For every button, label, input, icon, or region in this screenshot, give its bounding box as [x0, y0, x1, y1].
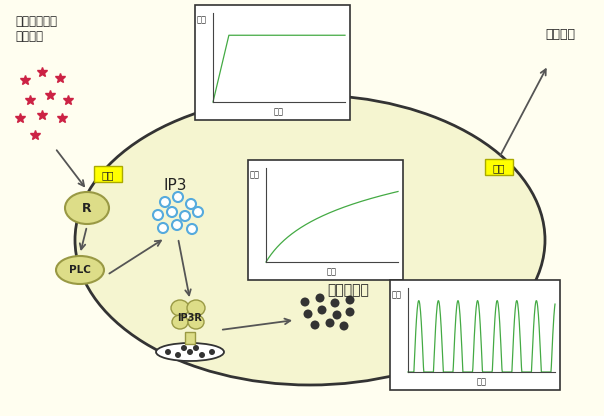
Text: 入力: 入力: [101, 170, 114, 180]
Text: 濃度: 濃度: [392, 290, 402, 299]
Text: 時間: 時間: [274, 107, 284, 116]
Circle shape: [186, 199, 196, 209]
Circle shape: [160, 197, 170, 207]
Circle shape: [175, 352, 181, 358]
Text: IP3: IP3: [163, 178, 187, 193]
Circle shape: [330, 299, 339, 307]
Circle shape: [153, 210, 163, 220]
Ellipse shape: [172, 315, 188, 329]
Circle shape: [172, 220, 182, 230]
Circle shape: [345, 307, 355, 317]
Ellipse shape: [75, 95, 545, 385]
Circle shape: [187, 224, 197, 234]
Bar: [195, 5, 350, 120]
Circle shape: [310, 320, 320, 329]
Text: IP3R: IP3R: [178, 313, 202, 323]
Ellipse shape: [188, 315, 204, 329]
Circle shape: [173, 192, 183, 202]
Ellipse shape: [156, 343, 224, 361]
Text: 濃度: 濃度: [250, 170, 260, 179]
Bar: [185, 332, 195, 344]
Text: 時間: 時間: [477, 377, 486, 386]
Circle shape: [193, 345, 199, 351]
Text: ホルモン等の
刺激物質: ホルモン等の 刺激物質: [15, 15, 57, 43]
Bar: [248, 160, 403, 280]
Circle shape: [181, 345, 187, 351]
Ellipse shape: [171, 300, 189, 316]
Circle shape: [165, 349, 171, 355]
Circle shape: [315, 294, 324, 302]
Circle shape: [332, 310, 341, 319]
Circle shape: [167, 207, 177, 217]
Ellipse shape: [65, 192, 109, 224]
Circle shape: [303, 310, 312, 319]
Ellipse shape: [187, 300, 205, 316]
FancyBboxPatch shape: [485, 159, 513, 175]
Circle shape: [326, 319, 335, 327]
Circle shape: [345, 295, 355, 305]
Circle shape: [209, 349, 215, 355]
Circle shape: [339, 322, 349, 330]
Circle shape: [318, 305, 327, 314]
Text: 時間: 時間: [327, 267, 337, 276]
Text: PLC: PLC: [69, 265, 91, 275]
Circle shape: [193, 207, 203, 217]
Circle shape: [301, 297, 309, 307]
Circle shape: [180, 211, 190, 221]
Text: R: R: [82, 201, 92, 215]
Text: 生理現象: 生理現象: [545, 29, 575, 42]
Ellipse shape: [56, 256, 104, 284]
Circle shape: [158, 223, 168, 233]
Text: カルシウム: カルシウム: [327, 283, 369, 297]
Text: 出力: 出力: [493, 163, 506, 173]
FancyBboxPatch shape: [94, 166, 122, 182]
Circle shape: [187, 349, 193, 355]
Circle shape: [199, 352, 205, 358]
Bar: [390, 280, 560, 390]
Text: 濃度: 濃度: [197, 15, 207, 24]
